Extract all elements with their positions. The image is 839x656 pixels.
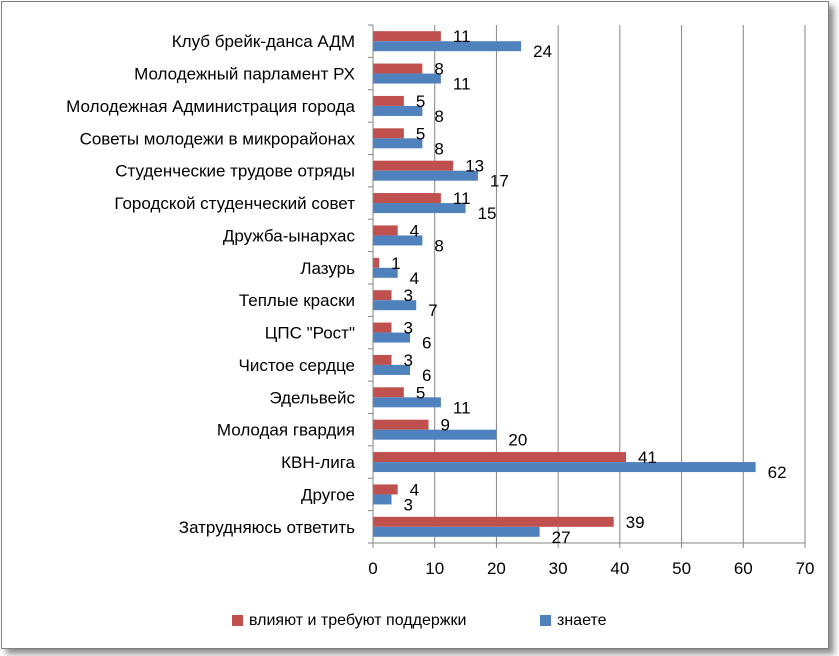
x-tick-label: 40 — [610, 559, 629, 578]
data-label-series-1: 3 — [404, 351, 413, 370]
category-label: Молодежная Администрация города — [66, 97, 355, 116]
category-label: Чистое сердце — [239, 356, 356, 375]
bar-series-2 — [373, 105, 423, 116]
bar-series-2 — [373, 41, 522, 52]
legend-label-series-2: знаете — [557, 612, 607, 629]
data-label-series-1: 4 — [410, 480, 419, 499]
bars — [373, 31, 756, 537]
legend-marker-series-2 — [540, 615, 551, 626]
category-label: КВН-лига — [281, 453, 355, 472]
category-label: Студенческие трудове отряды — [115, 162, 355, 181]
bar-series-1 — [373, 160, 454, 171]
category-label: Дружба-ынархас — [223, 226, 356, 245]
category-label: Другое — [301, 485, 355, 504]
legend-marker-series-1 — [232, 615, 243, 626]
data-label-series-1: 1 — [391, 254, 400, 273]
bar-series-2 — [373, 462, 756, 473]
x-tick-label: 70 — [796, 559, 815, 578]
data-label-series-2: 17 — [490, 172, 509, 191]
category-label: Лазурь — [300, 259, 355, 278]
data-label-series-1: 11 — [453, 189, 471, 208]
data-label-series-1: 8 — [434, 60, 443, 79]
bar-series-2 — [373, 494, 392, 505]
data-label-series-1: 5 — [416, 124, 425, 143]
bar-series-1 — [373, 419, 429, 430]
bar-series-1 — [373, 290, 392, 301]
axes — [368, 24, 806, 548]
data-label-series-2: 20 — [508, 431, 527, 450]
bar-series-1 — [373, 322, 392, 333]
data-label-series-1: 9 — [441, 416, 450, 435]
data-label-series-1: 5 — [416, 383, 425, 402]
data-label-series-1: 4 — [410, 221, 419, 240]
bar-series-1 — [373, 516, 614, 527]
data-label-series-2: 6 — [422, 366, 431, 385]
x-tick-label: 10 — [425, 559, 444, 578]
bar-series-1 — [373, 387, 404, 398]
data-label-series-2: 11 — [453, 75, 471, 94]
bar-series-1 — [373, 31, 441, 42]
data-label-series-1: 11 — [453, 27, 471, 46]
bar-series-2 — [373, 332, 411, 343]
data-label-series-2: 24 — [533, 42, 552, 61]
x-tick-label: 50 — [672, 559, 691, 578]
data-label-series-2: 11 — [453, 398, 471, 417]
data-label-series-2: 62 — [768, 463, 787, 482]
data-label-series-1: 13 — [465, 157, 484, 176]
data-label-series-2: 3 — [404, 495, 413, 514]
bar-series-2 — [373, 138, 423, 149]
category-label: Эдельвейс — [269, 388, 355, 407]
labels: 0 10 20 30 40 50 60 70 Клуб брейк-данса АДМ 11 24 М… — [66, 27, 814, 578]
bar-series-2 — [373, 429, 497, 440]
bar-series-1 — [373, 484, 398, 495]
data-label-series-2: 8 — [434, 236, 443, 255]
bar-series-1 — [373, 95, 404, 106]
data-label-series-2: 15 — [478, 204, 497, 223]
category-label: Городской студенческий совет — [114, 194, 355, 213]
data-label-series-2: 6 — [422, 334, 431, 353]
data-label-series-2: 8 — [434, 139, 443, 158]
bar-series-2 — [373, 267, 398, 278]
category-label: Советы молодежи в микрорайонах — [80, 129, 356, 148]
bar-series-1 — [373, 257, 380, 268]
bar-series-2 — [373, 526, 540, 537]
bar-series-2 — [373, 300, 417, 311]
legend-label-series-1: влияют и требуют поддержки — [249, 612, 466, 629]
data-label-series-2: 7 — [428, 301, 437, 320]
category-label: Клуб брейк-данса АДМ — [172, 32, 355, 51]
data-label-series-2: 27 — [552, 528, 571, 547]
bar-series-1 — [373, 225, 398, 236]
bar-series-2 — [373, 364, 411, 375]
data-label-series-1: 3 — [404, 319, 413, 338]
bar-series-2 — [373, 203, 466, 214]
data-label-series-1: 41 — [638, 448, 657, 467]
category-label: Затрудняюсь ответить — [179, 518, 355, 537]
category-label: Молодая гвардия — [217, 421, 355, 440]
bar-series-2 — [373, 397, 441, 408]
data-label-series-2: 4 — [410, 269, 419, 288]
category-label: ЦПС "Рост" — [265, 324, 355, 343]
data-label-series-1: 3 — [404, 286, 413, 305]
bar-series-1 — [373, 128, 404, 139]
data-label-series-1: 5 — [416, 92, 425, 111]
x-tick-label: 30 — [549, 559, 568, 578]
bar-series-1 — [373, 452, 627, 463]
x-tick-label: 60 — [734, 559, 753, 578]
legend: влияют и требуют поддержки знаете — [232, 612, 607, 629]
category-label: Теплые краски — [239, 291, 355, 310]
bar-series-2 — [373, 73, 441, 84]
bar-series-2 — [373, 235, 423, 246]
data-label-series-1: 39 — [626, 513, 645, 532]
bar-series-1 — [373, 63, 423, 74]
bar-series-2 — [373, 170, 478, 181]
x-tick-label: 0 — [368, 559, 377, 578]
bar-series-1 — [373, 193, 441, 204]
bar-series-1 — [373, 354, 392, 365]
category-label: Молодежный парламент РХ — [134, 65, 355, 84]
x-tick-label: 20 — [487, 559, 506, 578]
data-label-series-2: 8 — [434, 107, 443, 126]
